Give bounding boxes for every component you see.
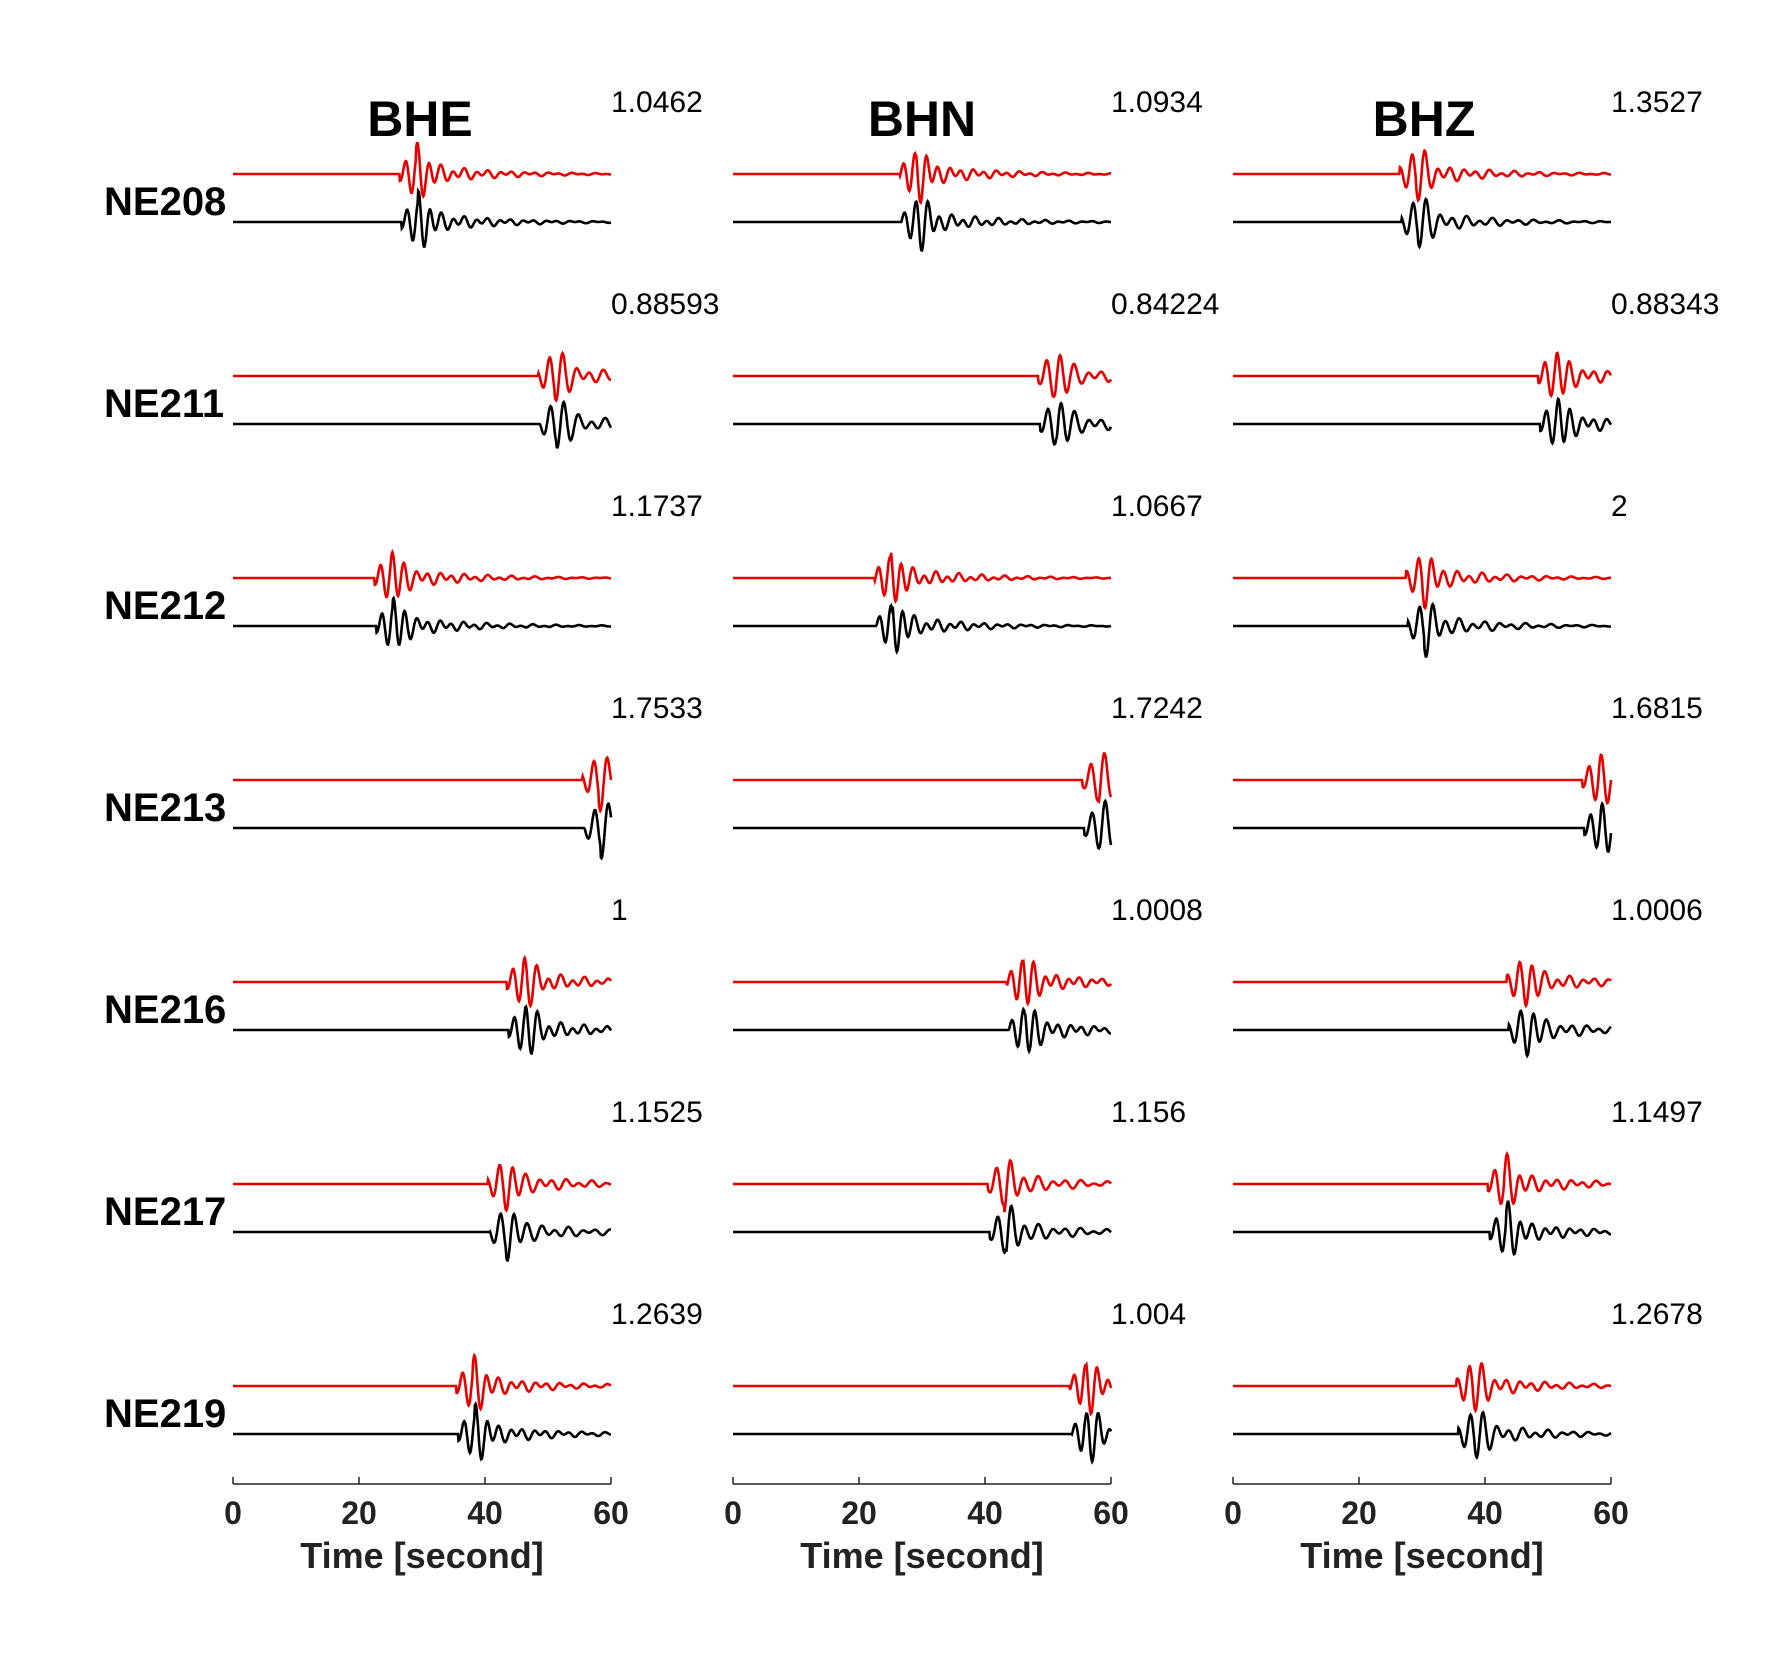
synthetic-trace-ne208-bhn: [733, 150, 1111, 205]
synthetic-trace-ne219-bhz: [1233, 1361, 1612, 1414]
station-labels: NE208 NE211 NE212 NE213 NE216 NE217 NE21…: [104, 180, 226, 1436]
observed-trace-ne213-bhz: [1233, 800, 1613, 853]
component-headers: BHE BHN BHZ: [367, 91, 1475, 147]
component-header-bhn: BHN: [868, 91, 976, 147]
synthetic-trace-ne219-bhe: [233, 1352, 612, 1412]
station-label-ne219: NE219: [104, 1392, 226, 1436]
max-amplitude-label: 1.3527: [1611, 86, 1703, 119]
observed-trace-ne219-bhz: [1233, 1410, 1612, 1461]
observed-trace-ne219-bhe: [233, 1400, 611, 1462]
station-label-ne213: NE213: [104, 786, 226, 830]
synthetic-trace-ne208-bhe: [233, 141, 612, 200]
x-tick-label: 40: [1467, 1495, 1503, 1531]
observed-trace-ne212-bhn: [733, 602, 1112, 655]
observed-trace-ne208-bhn: [733, 198, 1111, 253]
synthetic-trace-ne217-bhn: [733, 1158, 1112, 1213]
synthetic-trace-ne211-bhz: [1233, 351, 1613, 399]
station-label-ne216: NE216: [104, 988, 226, 1032]
x-tick-label: 20: [1341, 1495, 1377, 1531]
observed-trace-ne217-bhz: [1233, 1200, 1612, 1257]
synthetic-trace-ne216-bhz: [1233, 959, 1612, 1009]
station-label-ne212: NE212: [104, 584, 226, 628]
observed-trace-ne208-bhe: [233, 187, 612, 248]
observed-trace-ne211-bhn: [733, 401, 1113, 446]
max-amplitude-label: 1.1737: [611, 490, 703, 523]
synthetic-trace-ne217-bhz: [1233, 1150, 1612, 1206]
synthetic-trace-ne212-bhe: [233, 548, 612, 599]
max-amplitude-label: 1.004: [1111, 1298, 1186, 1331]
observed-trace-ne212-bhe: [233, 595, 612, 647]
synthetic-trace-ne208-bhz: [1233, 148, 1612, 204]
station-label-ne211: NE211: [104, 382, 224, 426]
x-tick-label: 20: [841, 1495, 877, 1531]
synthetic-trace-ne211-bhe: [233, 350, 611, 403]
observed-trace-ne213-bhe: [233, 801, 613, 861]
max-amplitude-label: 0.88343: [1611, 288, 1719, 321]
max-amplitude-label: 1.0934: [1111, 86, 1203, 119]
x-tick-label: 0: [224, 1495, 242, 1531]
synthetic-trace-ne216-bhe: [233, 954, 613, 1009]
x-tick-label: 0: [724, 1495, 742, 1531]
x-tick-label: 0: [1224, 1495, 1242, 1531]
max-amplitude-label: 1.0462: [611, 86, 703, 119]
observed-trace-ne219-bhn: [733, 1411, 1113, 1465]
observed-trace-ne208-bhz: [1233, 197, 1611, 250]
max-amplitude-label: 1.6815: [1611, 692, 1703, 725]
max-amplitude-label: 1: [611, 894, 628, 927]
observed-trace-ne216-bhz: [1233, 1008, 1612, 1059]
observed-trace-ne217-bhn: [733, 1204, 1112, 1255]
synthetic-trace-ne213-bhn: [733, 751, 1113, 805]
max-amplitude-label: 0.88593: [611, 288, 719, 321]
synthetic-trace-ne212-bhz: [1233, 555, 1611, 611]
observed-trace-ne212-bhz: [1233, 601, 1611, 658]
x-axis-label: Time [second]: [300, 1535, 543, 1576]
max-amplitude-label: 1.7242: [1111, 692, 1203, 725]
max-amplitude-label: 1.0006: [1611, 894, 1703, 927]
max-amplitude-label: 1.2639: [611, 1298, 703, 1331]
observed-trace-ne217-bhe: [233, 1211, 612, 1262]
max-amplitude-label: 1.7533: [611, 692, 703, 725]
synthetic-trace-ne213-bhe: [233, 755, 613, 814]
max-amplitude-label: 1.2678: [1611, 1298, 1703, 1331]
synthetic-trace-ne212-bhn: [733, 552, 1111, 605]
observed-trace-ne211-bhz: [1233, 396, 1613, 446]
max-amplitude-label: 1.1497: [1611, 1096, 1703, 1129]
x-tick-label: 20: [341, 1495, 377, 1531]
station-label-ne208: NE208: [104, 180, 226, 224]
synthetic-trace-ne219-bhn: [733, 1360, 1113, 1417]
component-header-bhz: BHZ: [1373, 91, 1476, 147]
max-amplitude-label: 0.84224: [1111, 288, 1219, 321]
observed-trace-ne211-bhe: [233, 399, 613, 449]
max-amplitude-label: 1.0667: [1111, 490, 1203, 523]
max-amplitude-label: 1.156: [1111, 1096, 1186, 1129]
synthetic-trace-ne211-bhn: [733, 353, 1113, 399]
observed-trace-ne216-bhn: [733, 1006, 1111, 1055]
max-amplitude-label: 2: [1611, 490, 1628, 523]
x-tick-label: 40: [967, 1495, 1003, 1531]
max-amplitude-labels: 1.0462 1.0934 1.3527 0.88593 0.84224 0.88343 1…: [611, 86, 1719, 1331]
x-axis-label: Time [second]: [800, 1535, 1043, 1576]
x-tick-label: 60: [1593, 1495, 1629, 1531]
component-header-bhe: BHE: [367, 91, 473, 147]
observed-trace-ne213-bhn: [733, 798, 1113, 851]
max-amplitude-label: 1.0008: [1111, 894, 1203, 927]
x-tick-label: 60: [1093, 1495, 1129, 1531]
x-tick-label: 60: [593, 1495, 629, 1531]
max-amplitude-label: 1.1525: [611, 1096, 703, 1129]
time-axes: 0 20 40 60 Time [second] 0 20 40 60 Time [second]…: [224, 1477, 1629, 1576]
x-axis-label: Time [second]: [1300, 1535, 1543, 1576]
station-label-ne217: NE217: [104, 1190, 226, 1234]
observed-trace-ne216-bhe: [233, 1004, 613, 1056]
synthetic-trace-ne216-bhn: [733, 958, 1113, 1007]
synthetic-trace-ne213-bhz: [1233, 753, 1613, 806]
waveform-traces: [233, 141, 1613, 1465]
x-tick-label: 40: [467, 1495, 503, 1531]
synthetic-trace-ne217-bhe: [233, 1163, 612, 1213]
